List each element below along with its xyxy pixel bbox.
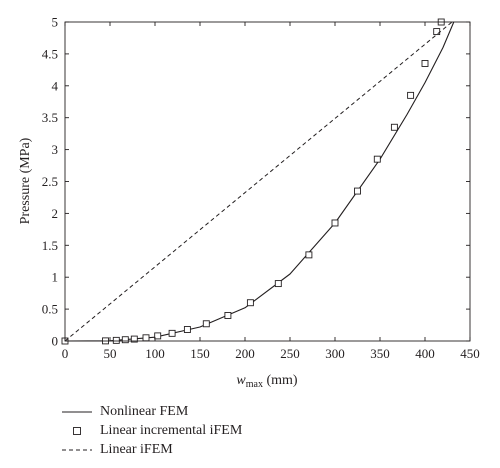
data-point-square xyxy=(274,280,282,288)
y-axis: 0 0.5 1 1.5 2 2.5 3 3.5 4 4.5 5 xyxy=(42,15,470,349)
y-tick-label: 4.5 xyxy=(42,46,58,61)
x-tick-label: 450 xyxy=(460,346,480,361)
data-point-square xyxy=(373,155,381,163)
data-point-square xyxy=(112,336,120,344)
data-point-square xyxy=(142,334,150,342)
chart: 0 50 100 150 200 250 300 350 400 450 0 0.5 1 1.5 2 2.5… xyxy=(18,15,480,391)
data-point-square xyxy=(168,329,176,337)
data-point-square xyxy=(390,123,398,131)
legend-label: Linear incremental iFEM xyxy=(100,423,243,438)
data-point-square xyxy=(202,320,210,328)
x-axis-title: wmax (mm) xyxy=(236,373,298,390)
y-tick-label: 0.5 xyxy=(42,302,58,317)
data-point-square xyxy=(130,335,138,343)
data-point-square xyxy=(121,336,129,344)
y-tick-label: 3.5 xyxy=(42,110,58,125)
x-tick-label: 300 xyxy=(325,346,345,361)
data-point-square xyxy=(331,219,339,227)
y-tick-label: 3 xyxy=(52,142,59,157)
legend-solid-line-icon xyxy=(62,411,92,413)
y-tick-label: 2.5 xyxy=(42,174,58,189)
data-point-square xyxy=(407,91,415,99)
x-tick-label: 100 xyxy=(145,346,165,361)
legend-label: Linear iFEM xyxy=(100,442,173,457)
y-tick-label: 1.5 xyxy=(42,238,58,253)
plot-area xyxy=(61,18,455,345)
x-tick-label: 0 xyxy=(62,346,69,361)
series-line-linear-ifem xyxy=(64,21,453,342)
data-point-square xyxy=(354,187,361,195)
y-tick-label: 0 xyxy=(52,334,59,349)
data-point-square xyxy=(433,28,441,36)
data-point-square xyxy=(246,299,254,307)
y-tick-label: 4 xyxy=(52,78,59,93)
x-tick-label: 400 xyxy=(415,346,435,361)
y-tick-label: 1 xyxy=(52,270,59,285)
x-axis-title-unit: (mm) xyxy=(263,373,298,388)
legend-square-marker-icon xyxy=(73,427,81,435)
x-axis-title-var: w xyxy=(236,373,246,388)
data-point-square xyxy=(154,332,162,340)
y-tick-label: 2 xyxy=(52,206,59,221)
x-axis: 0 50 100 150 200 250 300 350 400 450 xyxy=(62,22,480,361)
y-axis-title: Pressure (MPa) xyxy=(18,137,33,224)
x-tick-label: 250 xyxy=(280,346,300,361)
x-tick-label: 350 xyxy=(370,346,390,361)
x-tick-label: 200 xyxy=(235,346,255,361)
y-tick-label: 5 xyxy=(52,15,59,30)
data-point-square xyxy=(224,312,232,319)
series-line-nonlinear-fem xyxy=(64,21,455,342)
data-point-square xyxy=(421,60,429,67)
legend-dashed-line-icon xyxy=(62,449,92,451)
data-point-square xyxy=(305,251,313,259)
x-tick-label: 150 xyxy=(190,346,210,361)
x-tick-label: 50 xyxy=(104,346,117,361)
plot-frame xyxy=(64,21,471,342)
x-axis-title-sub: max xyxy=(246,379,263,390)
legend-label: Nonlinear FEM xyxy=(100,404,189,419)
data-point-square xyxy=(183,326,191,333)
